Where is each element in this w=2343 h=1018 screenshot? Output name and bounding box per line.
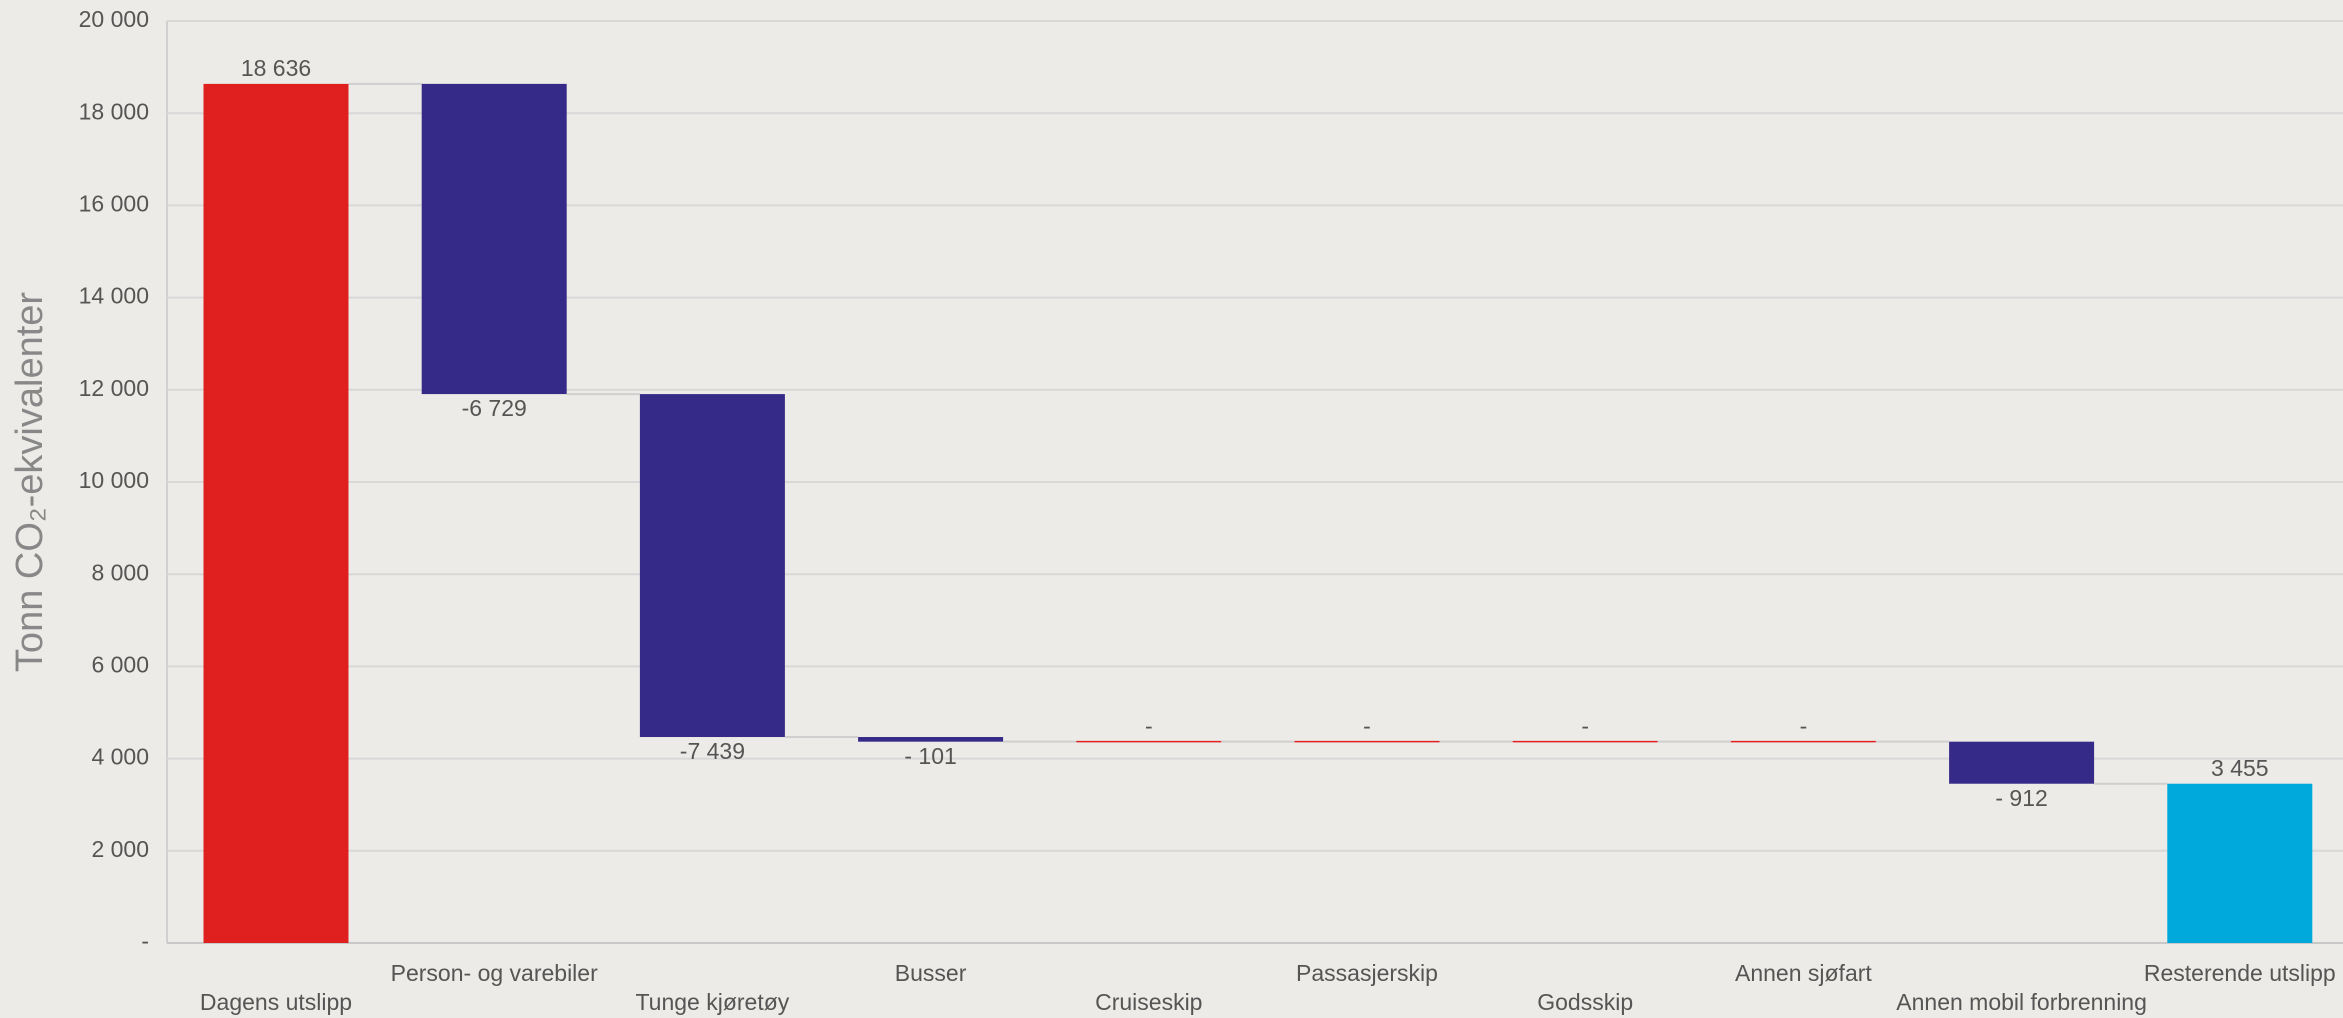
- value-label: -: [1800, 713, 1808, 739]
- bar: [203, 83, 349, 944]
- x-tick-label: Annen sjøfart: [1735, 960, 1872, 986]
- y-tick-label: 18 000: [79, 98, 149, 124]
- bar: [858, 737, 1004, 742]
- y-axis-label: Tonn CO₂-ekvivalenter: [9, 292, 51, 672]
- x-tick-label: Person- og varebiler: [391, 960, 598, 986]
- y-tick-label: 2 000: [91, 836, 149, 862]
- x-tick-label: Godsskip: [1537, 989, 1633, 1015]
- bar: [2167, 783, 2313, 943]
- y-tick-label: 12 000: [79, 375, 149, 401]
- y-tick-label: 20 000: [79, 6, 149, 32]
- x-tick-label: Passasjerskip: [1296, 960, 1438, 986]
- x-tick-label: Resterende utslipp: [2144, 960, 2336, 986]
- bar: [421, 83, 567, 395]
- value-label: -6 729: [462, 395, 527, 421]
- y-tick-label: 10 000: [79, 467, 149, 493]
- y-tick-label: 8 000: [91, 559, 149, 585]
- value-label: 18 636: [241, 55, 311, 81]
- y-tick-label: 14 000: [79, 283, 149, 309]
- x-tick-label: Tunge kjøretøy: [635, 989, 789, 1015]
- x-tick-label: Busser: [895, 960, 967, 986]
- value-label: 3 455: [2211, 755, 2269, 781]
- value-label: - 912: [1995, 785, 2047, 811]
- value-label: -: [1363, 713, 1371, 739]
- bar: [1949, 741, 2095, 784]
- y-tick-label: -: [141, 928, 149, 954]
- y-tick-label: 16 000: [79, 190, 149, 216]
- x-tick-label: Dagens utslipp: [200, 989, 352, 1015]
- bar: [639, 394, 785, 738]
- y-tick-label: 4 000: [91, 744, 149, 770]
- value-label: -7 439: [680, 738, 745, 764]
- value-label: -: [1581, 713, 1589, 739]
- value-label: - 101: [904, 743, 956, 769]
- x-tick-label: Annen mobil forbrenning: [1896, 989, 2147, 1015]
- value-label: -: [1145, 713, 1153, 739]
- y-tick-label: 6 000: [91, 651, 149, 677]
- x-tick-label: Cruiseskip: [1095, 989, 1202, 1015]
